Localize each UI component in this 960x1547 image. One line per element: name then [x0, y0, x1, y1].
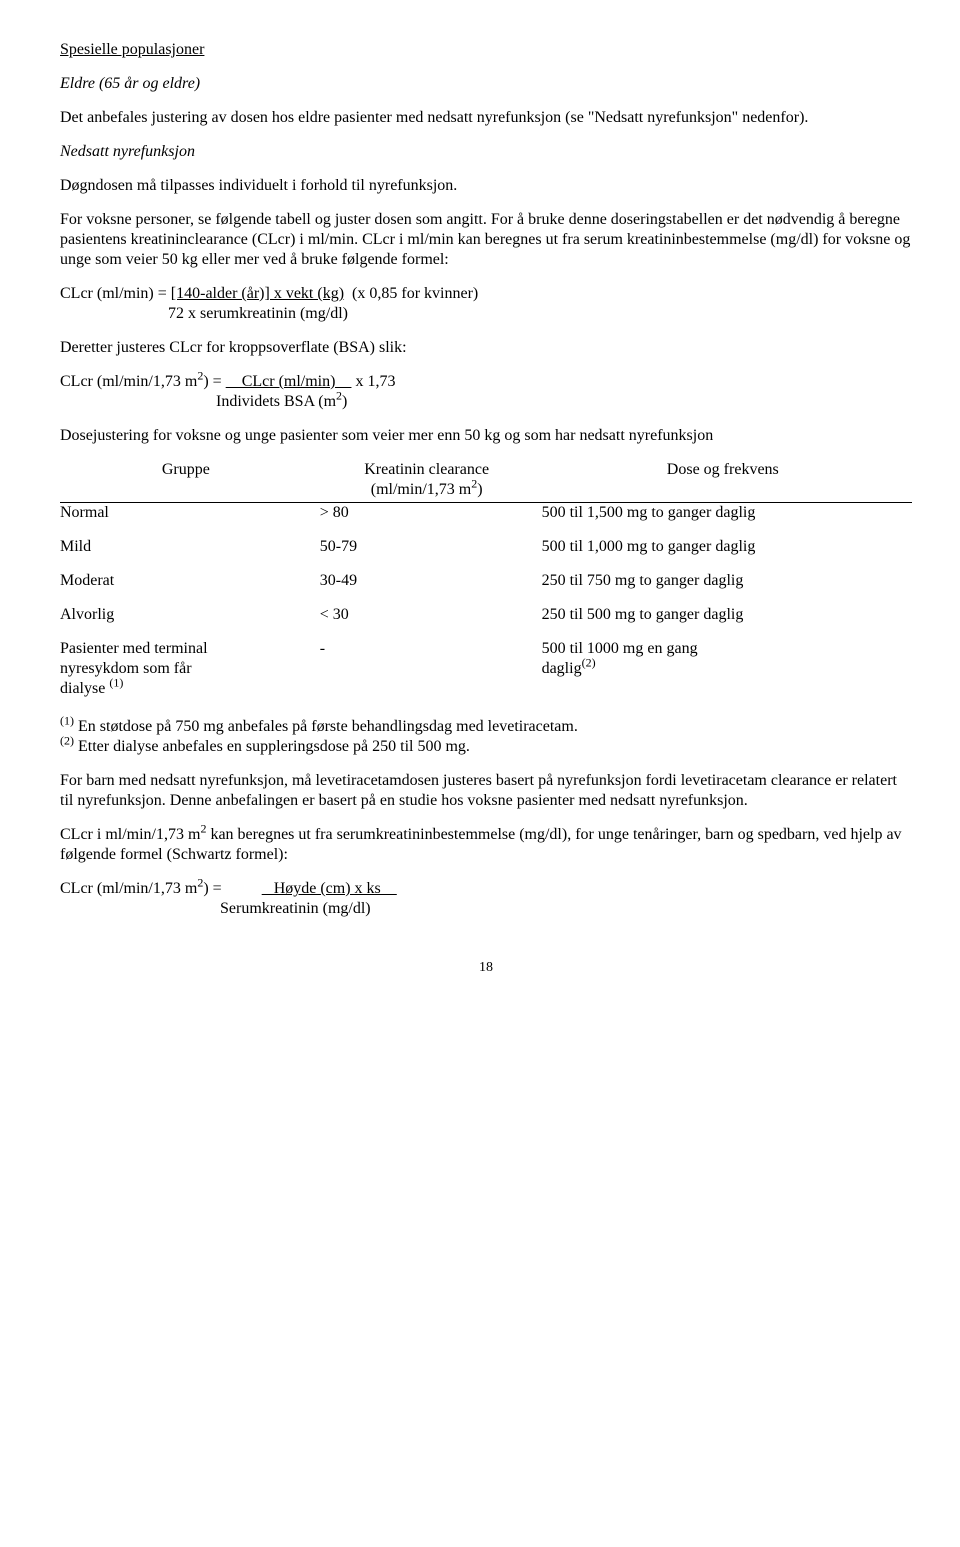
- cell-clcr: > 80: [320, 503, 542, 524]
- cell-group-l2: nyresykdom som får: [60, 660, 192, 677]
- page-number: 18: [60, 959, 912, 977]
- cell-group-l1: Pasienter med terminal: [60, 640, 208, 657]
- formula2-extra: x 1,73: [351, 373, 395, 390]
- sup-footnote-2: (2): [582, 656, 596, 670]
- th-group: Gruppe: [60, 460, 320, 503]
- cell-group: Pasienter med terminal nyresykdom som få…: [60, 639, 320, 699]
- para-adult-table-intro: For voksne personer, se følgende tabell …: [60, 210, 912, 270]
- cell-dose: 500 til 1000 mg en gang daglig(2): [542, 639, 912, 699]
- formula-schwartz: CLcr (ml/min/1,73 m2) = Høyde (cm) x ks …: [60, 879, 912, 919]
- section-heading: Spesielle populasjoner: [60, 40, 912, 60]
- formula3-lhs-b: ) =: [203, 880, 261, 897]
- cell-clcr: -: [320, 639, 542, 699]
- cell-dose-a: 500 til 1000 mg en gang: [542, 640, 698, 657]
- cell-group: Mild: [60, 537, 320, 557]
- cell-clcr: 50-79: [320, 537, 542, 557]
- cell-group: Alvorlig: [60, 605, 320, 625]
- table-row: Pasienter med terminal nyresykdom som få…: [60, 639, 912, 699]
- cell-dose: 500 til 1,000 mg to ganger daglig: [542, 537, 912, 557]
- cell-dose: 500 til 1,500 mg to ganger daglig: [542, 503, 912, 524]
- cell-dose: 250 til 750 mg to ganger daglig: [542, 571, 912, 591]
- table-row: Alvorlig < 30 250 til 500 mg to ganger d…: [60, 605, 912, 625]
- th-dose: Dose og frekvens: [542, 460, 912, 503]
- formula-clcr-ml-min: CLcr (ml/min) = [140-alder (år)] x vekt …: [60, 284, 912, 324]
- footnote-2-text: Etter dialyse anbefales en suppleringsdo…: [74, 738, 470, 755]
- formula3-numerator: Høyde (cm) x ks: [262, 880, 397, 897]
- table-row: Normal > 80 500 til 1,500 mg to ganger d…: [60, 503, 912, 524]
- formula1-denominator: 72 x serumkreatinin (mg/dl): [60, 304, 912, 324]
- formula2-denominator: Individets BSA (m: [60, 393, 336, 410]
- formula3-lhs-a: CLcr (ml/min/1,73 m: [60, 880, 197, 897]
- cell-dose: 250 til 500 mg to ganger daglig: [542, 605, 912, 625]
- para-dosing-daily: Døgndosen må tilpasses individuelt i for…: [60, 176, 912, 196]
- cell-group: Normal: [60, 503, 320, 524]
- cell-clcr: < 30: [320, 605, 542, 625]
- table-caption: Dosejustering for voksne og unge pasient…: [60, 426, 912, 446]
- sup-footnote-1: (1): [109, 676, 123, 690]
- formula1-lhs: CLcr (ml/min) =: [60, 285, 171, 302]
- cell-group-l3a: dialyse: [60, 680, 109, 697]
- para-schwartz-intro: CLcr i ml/min/1,73 m2 kan beregnes ut fr…: [60, 825, 912, 865]
- formula2-lhs-a: CLcr (ml/min/1,73 m: [60, 373, 197, 390]
- footnote-2-marker: (2): [60, 734, 74, 748]
- th-clcr-l1: Kreatinin clearance: [364, 461, 489, 478]
- footnotes: (1) En støtdose på 750 mg anbefales på f…: [60, 717, 912, 757]
- formula3-denominator: Serumkreatinin (mg/dl): [60, 899, 912, 919]
- formula1-numerator: [140-alder (år)] x vekt (kg): [171, 285, 344, 302]
- cell-group: Moderat: [60, 571, 320, 591]
- formula1-extra: (x 0,85 for kvinner): [344, 285, 478, 302]
- formula-clcr-bsa: CLcr (ml/min/1,73 m2) = CLcr (ml/min) x …: [60, 372, 912, 412]
- cell-dose-b: daglig: [542, 660, 582, 677]
- dosing-table: Gruppe Kreatinin clearance (ml/min/1,73 …: [60, 460, 912, 699]
- para-bsa-adjust: Deretter justeres CLcr for kroppsoverfla…: [60, 338, 912, 358]
- footnote-1-marker: (1): [60, 714, 74, 728]
- th-clcr-l2b: ): [477, 481, 482, 498]
- table-row: Moderat 30-49 250 til 750 mg to ganger d…: [60, 571, 912, 591]
- para-children: For barn med nedsatt nyrefunksjon, må le…: [60, 771, 912, 811]
- subheading-elderly: Eldre (65 år og eldre): [60, 74, 912, 94]
- th-clcr: Kreatinin clearance (ml/min/1,73 m2): [320, 460, 542, 503]
- subheading-renal: Nedsatt nyrefunksjon: [60, 142, 912, 162]
- footnote-1-text: En støtdose på 750 mg anbefales på først…: [74, 718, 578, 735]
- para-elderly: Det anbefales justering av dosen hos eld…: [60, 108, 912, 128]
- th-clcr-l2a: (ml/min/1,73 m: [371, 481, 471, 498]
- cell-clcr: 30-49: [320, 571, 542, 591]
- table-row: Mild 50-79 500 til 1,000 mg to ganger da…: [60, 537, 912, 557]
- formula2-denominator-end: ): [342, 393, 347, 410]
- formula2-lhs-b: ) =: [203, 373, 225, 390]
- para6-a: CLcr i ml/min/1,73 m: [60, 826, 200, 843]
- formula2-numerator: CLcr (ml/min): [226, 373, 352, 390]
